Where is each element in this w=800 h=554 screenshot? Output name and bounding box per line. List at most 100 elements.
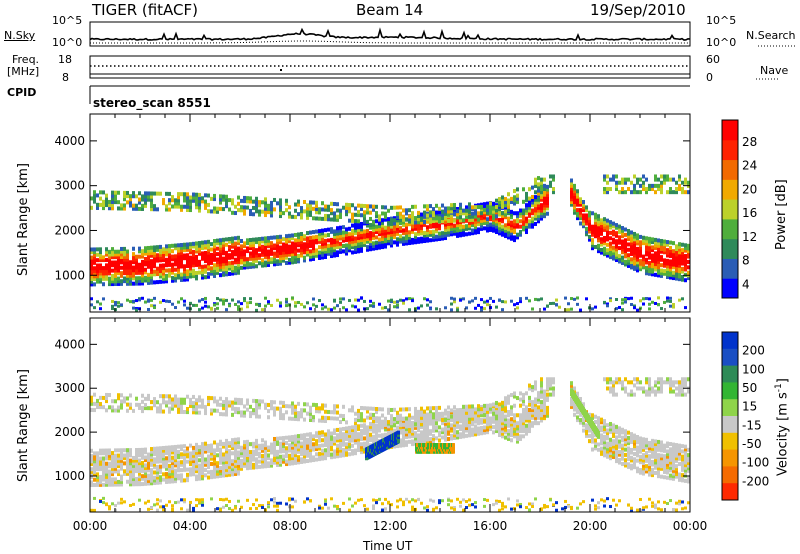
power-cell xyxy=(381,223,384,228)
velocity-cell xyxy=(345,444,348,449)
power-cell xyxy=(468,231,471,236)
power-cell xyxy=(624,246,627,251)
power-cell xyxy=(207,266,210,271)
power-cell xyxy=(393,205,396,210)
power-cell xyxy=(546,187,549,192)
power-cell xyxy=(120,246,123,251)
velocity-cell xyxy=(471,416,474,421)
power-cell xyxy=(645,190,648,195)
velocity-cell xyxy=(339,451,342,456)
velocity-cell xyxy=(477,426,480,431)
power-cell xyxy=(222,243,225,248)
power-cell xyxy=(324,213,327,218)
velocity-cell xyxy=(450,417,453,422)
power-cell xyxy=(237,262,240,267)
power-cell xyxy=(144,259,147,264)
power-cell xyxy=(648,247,651,252)
power-cell xyxy=(657,183,660,188)
velocity-cell xyxy=(264,464,267,469)
velocity-cell xyxy=(300,408,303,413)
power-cell xyxy=(585,213,588,218)
power-cell xyxy=(183,269,186,274)
power-cell xyxy=(471,299,474,303)
power-cell xyxy=(591,227,594,232)
velocity-cell xyxy=(90,459,93,464)
power-cell xyxy=(321,250,324,255)
velocity-cell xyxy=(378,416,381,421)
power-cell xyxy=(375,224,378,229)
power-cell xyxy=(333,211,336,216)
power-cell xyxy=(192,271,195,276)
power-cell xyxy=(408,235,411,240)
power-cell xyxy=(174,201,177,206)
velocity-cell xyxy=(450,425,453,430)
power-cell xyxy=(372,243,375,248)
power-cell xyxy=(291,236,294,241)
power-cell xyxy=(336,217,339,222)
power-cell xyxy=(396,239,399,244)
power-cell xyxy=(432,237,435,242)
velocity-cell xyxy=(201,449,204,454)
power-cell xyxy=(678,269,681,274)
velocity-cell xyxy=(411,498,414,502)
power-cell xyxy=(447,216,450,221)
velocity-cell xyxy=(426,437,429,442)
power-cell xyxy=(462,218,465,223)
velocity-cell xyxy=(252,462,255,467)
velocity-cell xyxy=(228,449,231,454)
power-cell xyxy=(507,192,510,197)
power-cell xyxy=(516,306,519,310)
velocity-cell xyxy=(129,448,132,453)
power-cell xyxy=(141,265,144,270)
power-cell xyxy=(135,206,138,211)
velocity-cell xyxy=(312,444,315,449)
power-cell xyxy=(660,257,663,262)
power-cell xyxy=(333,298,336,302)
velocity-cell xyxy=(306,448,309,453)
power-cell xyxy=(354,212,357,217)
power-cell xyxy=(147,299,150,303)
power-cell xyxy=(213,273,216,278)
power-cell xyxy=(348,237,351,242)
velocity-cell xyxy=(501,410,504,415)
velocity-cell xyxy=(126,402,129,407)
velocity-cell xyxy=(99,459,102,464)
power-cell xyxy=(219,267,222,272)
velocity-cell xyxy=(309,411,312,416)
velocity-cell xyxy=(381,425,384,430)
velocity-cell xyxy=(486,424,489,429)
power-cell xyxy=(534,221,537,226)
velocity-cell xyxy=(279,412,282,417)
power-cell xyxy=(222,302,225,306)
power-cell xyxy=(189,266,192,271)
power-cell xyxy=(630,180,633,185)
power-cell xyxy=(150,259,153,264)
power-cell xyxy=(144,278,147,283)
power-cell xyxy=(642,187,645,192)
power-cell xyxy=(114,303,117,307)
power-cell xyxy=(174,243,177,248)
power-cell xyxy=(279,214,282,219)
power-cell xyxy=(459,205,462,210)
power-cell xyxy=(606,304,609,308)
power-cell xyxy=(204,240,207,245)
power-cell xyxy=(249,246,252,251)
velocity-cell xyxy=(144,458,147,463)
power-cell xyxy=(192,274,195,279)
velocity-cell xyxy=(147,463,150,468)
velocity-cell xyxy=(459,504,462,508)
velocity-cell xyxy=(174,400,177,405)
velocity-cell xyxy=(429,406,432,411)
velocity-cell xyxy=(204,473,207,478)
power-cell xyxy=(219,262,222,267)
power-cell xyxy=(126,262,129,267)
power-cell xyxy=(165,279,168,284)
velocity-cell xyxy=(420,440,423,445)
velocity-cell xyxy=(147,406,150,411)
power-cell xyxy=(378,302,381,306)
velocity-cell xyxy=(222,470,225,475)
velocity-cell xyxy=(303,443,306,448)
velocity-cell xyxy=(450,436,453,441)
power-cell xyxy=(141,262,144,267)
velocity-cell xyxy=(219,471,222,476)
